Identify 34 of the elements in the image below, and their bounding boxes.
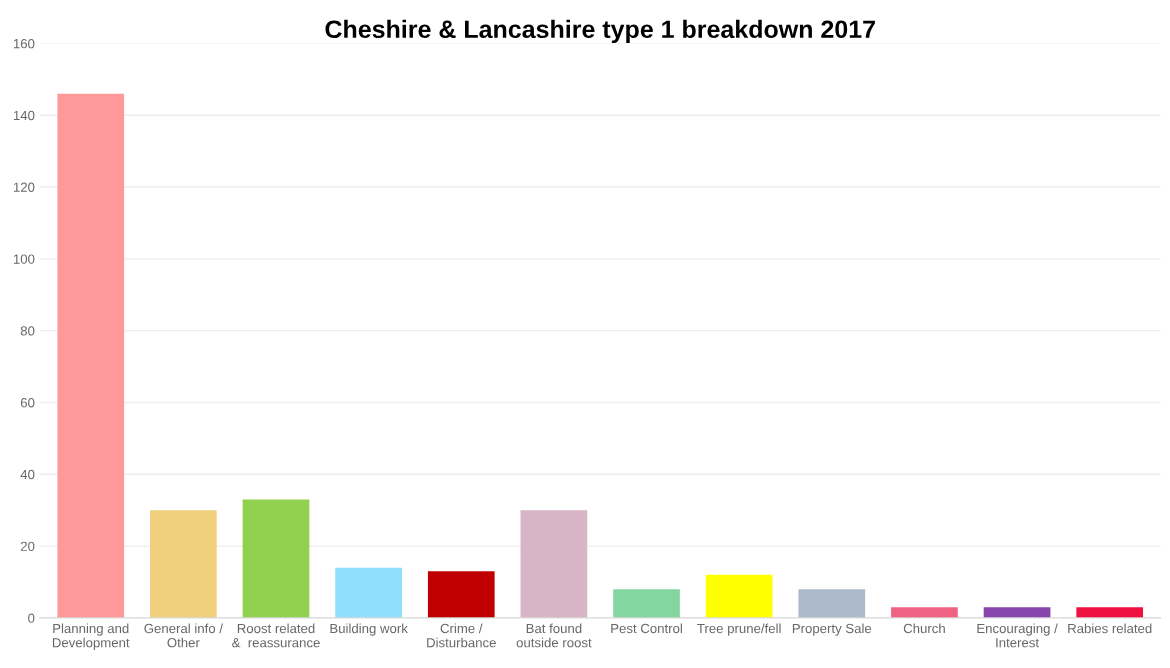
x-tick-label: Crime / Disturbance [427, 623, 496, 648]
bar [983, 607, 1051, 618]
y-tick-label: 20 [20, 541, 35, 551]
x-tick-label: General info / Other [144, 623, 223, 648]
bar [613, 589, 680, 618]
bar [520, 510, 588, 618]
x-tick-label: Building work [330, 623, 408, 636]
bar [335, 567, 402, 618]
bar [1076, 607, 1144, 618]
y-tick-label: 40 [20, 469, 35, 480]
bar [57, 93, 125, 618]
x-tick-label: Property Sale [792, 623, 872, 636]
y-tick-label: 0 [28, 613, 35, 623]
x-tick-label: Encouraging / Interest [977, 623, 1058, 648]
y-tick-label: 80 [20, 326, 35, 336]
bar [891, 607, 958, 618]
y-tick-label: 160 [13, 38, 35, 49]
bar [705, 574, 773, 618]
y-tick-label: 120 [13, 182, 35, 192]
x-tick-label: Tree prune/fell [697, 623, 781, 636]
bar [427, 571, 495, 618]
x-tick-label: Pest Control [611, 623, 682, 634]
y-tick-label: 100 [13, 254, 35, 264]
y-tick-label: 60 [20, 398, 35, 408]
bar [242, 499, 310, 618]
x-tick-label: Roost related & reassurance [232, 623, 320, 648]
bar [798, 589, 866, 618]
y-tick-label: 140 [13, 110, 35, 121]
x-tick-label: Church [903, 623, 945, 634]
x-tick-label: Planning and Development [52, 623, 130, 650]
x-tick-label: Bat found outside roost [516, 623, 592, 648]
bar [150, 510, 217, 618]
chart-title: Cheshire & Lancashire type 1 breakdown 2017 [325, 19, 875, 44]
x-tick-label: Rabies related [1068, 623, 1152, 634]
